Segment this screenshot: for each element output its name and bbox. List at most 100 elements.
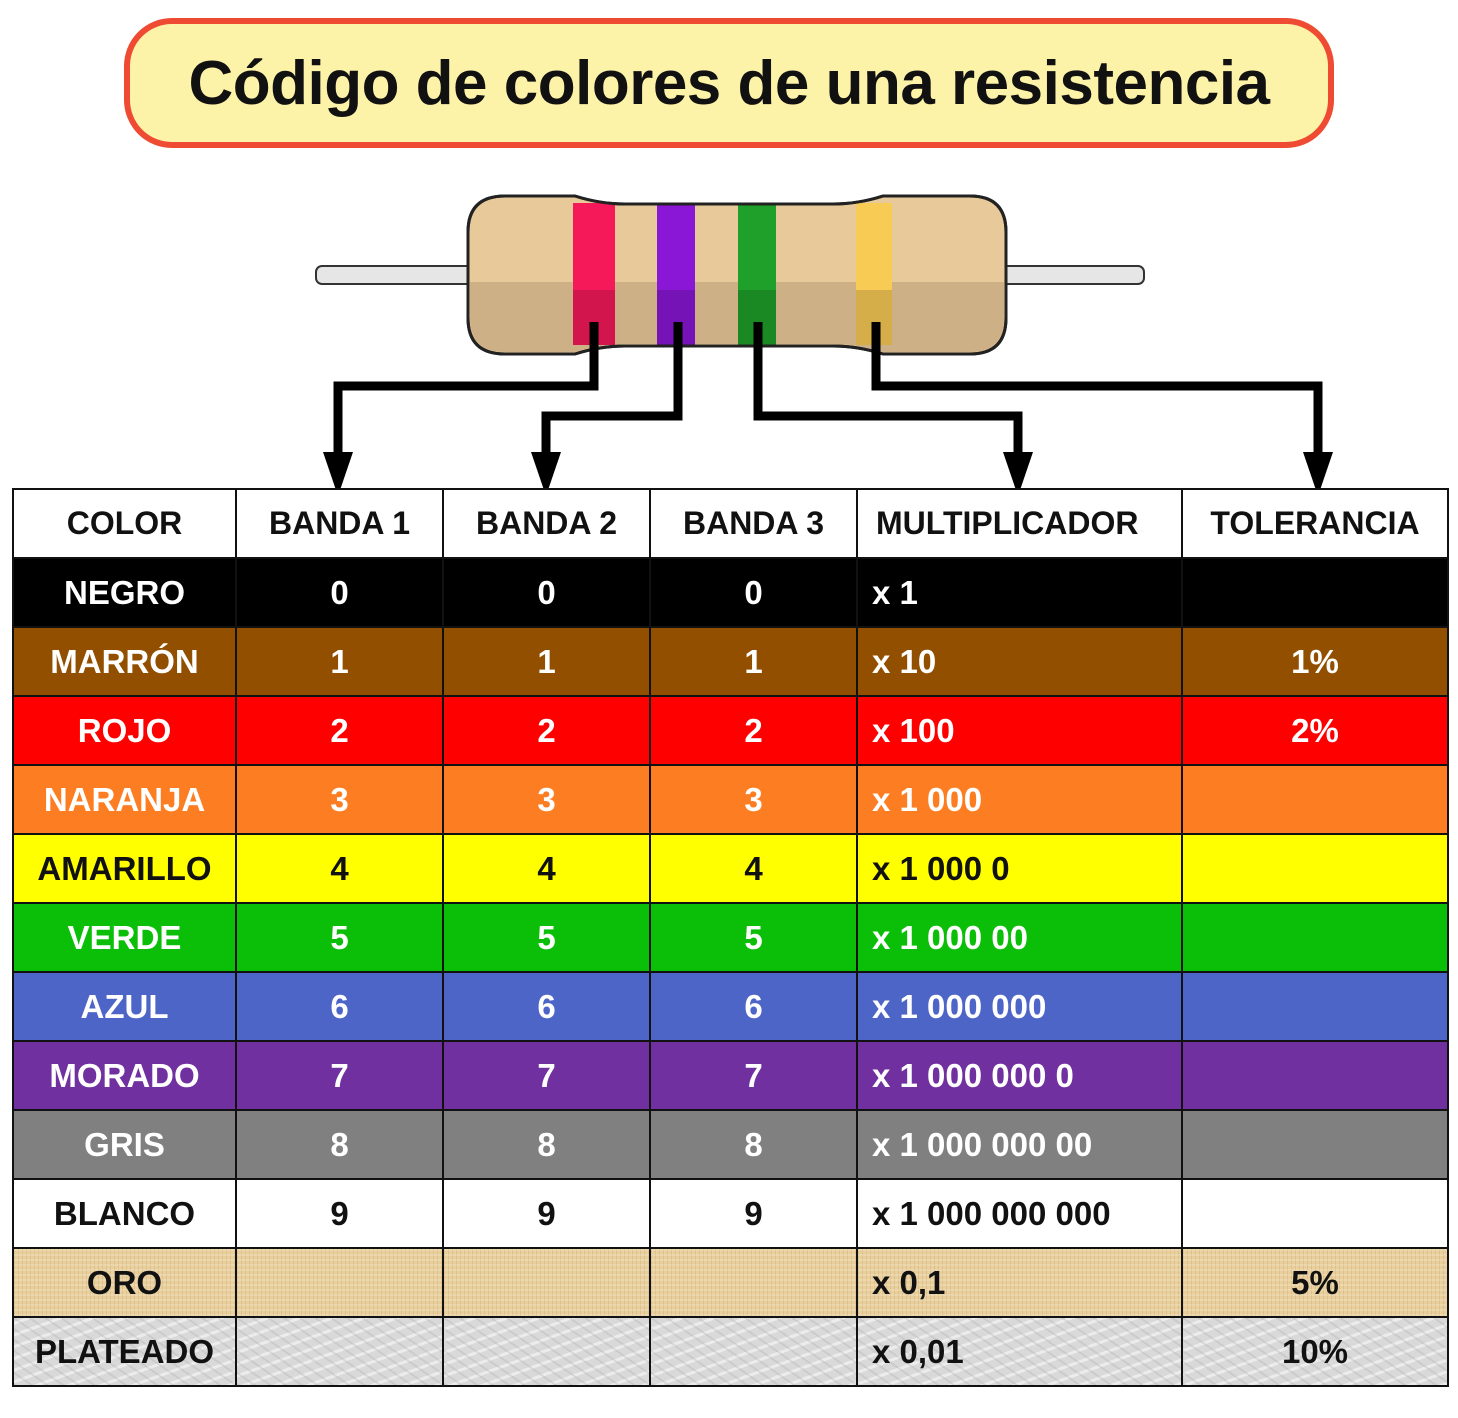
cell-banda-3: 2 xyxy=(649,695,858,766)
cell-color: VERDE xyxy=(12,902,237,973)
cell-banda-3: 1 xyxy=(649,626,858,697)
table-row: GRIS 8 8 8 x 1 000 000 00 xyxy=(12,1109,1449,1180)
cell-tolerancia xyxy=(1181,902,1449,973)
arrowhead-1 xyxy=(323,452,353,496)
resistor-band-1 xyxy=(573,203,615,345)
cell-banda-3: 3 xyxy=(649,764,858,835)
cell-tolerancia xyxy=(1181,1109,1449,1180)
cell-banda-3 xyxy=(649,1316,858,1387)
cell-banda-2: 7 xyxy=(442,1040,651,1111)
cell-banda-1: 9 xyxy=(235,1178,444,1249)
resistor-body-shadow xyxy=(470,282,1004,352)
cell-banda-2: 2 xyxy=(442,695,651,766)
color-code-table-wrapper: COLOR BANDA 1 BANDA 2 BANDA 3 MULTIPLICA… xyxy=(12,488,1449,1387)
title-banner: Código de colores de una resistencia xyxy=(124,18,1334,148)
cell-tolerancia: 2% xyxy=(1181,695,1449,766)
cell-tolerancia: 1% xyxy=(1181,626,1449,697)
resistor-band-4 xyxy=(856,203,892,345)
color-code-table: COLOR BANDA 1 BANDA 2 BANDA 3 MULTIPLICA… xyxy=(12,488,1449,1387)
table-row: PLATEADO x 0,01 10% xyxy=(12,1316,1449,1387)
resistor-lead-left xyxy=(315,265,477,285)
cell-tolerancia xyxy=(1181,1178,1449,1249)
cell-banda-1: 7 xyxy=(235,1040,444,1111)
cell-tolerancia: 5% xyxy=(1181,1247,1449,1318)
cell-banda-2: 4 xyxy=(442,833,651,904)
cell-multiplicador: x 1 000 000 000 xyxy=(856,1178,1183,1249)
arrowhead-4 xyxy=(1303,452,1333,496)
cell-color: MORADO xyxy=(12,1040,237,1111)
cell-multiplicador: x 1 000 0 xyxy=(856,833,1183,904)
cell-banda-2 xyxy=(442,1247,651,1318)
cell-banda-3: 9 xyxy=(649,1178,858,1249)
arrow-band-1 xyxy=(333,322,599,458)
cell-color: PLATEADO xyxy=(12,1316,237,1387)
cell-banda-1 xyxy=(235,1247,444,1318)
cell-banda-1 xyxy=(235,1316,444,1387)
table-row: ROJO 2 2 2 x 100 2% xyxy=(12,695,1449,766)
cell-tolerancia: 10% xyxy=(1181,1316,1449,1387)
arrow-band-4 xyxy=(871,322,1323,458)
cell-color: GRIS xyxy=(12,1109,237,1180)
cell-multiplicador: x 1 xyxy=(856,557,1183,628)
cell-color: ROJO xyxy=(12,695,237,766)
cell-banda-2: 6 xyxy=(442,971,651,1042)
cell-multiplicador: x 0,01 xyxy=(856,1316,1183,1387)
cell-multiplicador: x 1 000 000 00 xyxy=(856,1109,1183,1180)
table-row: BLANCO 9 9 9 x 1 000 000 000 xyxy=(12,1178,1449,1249)
arrow-band-2 xyxy=(541,322,683,458)
cell-banda-2: 8 xyxy=(442,1109,651,1180)
header-banda-2: BANDA 2 xyxy=(442,488,651,559)
table-row: AMARILLO 4 4 4 x 1 000 0 xyxy=(12,833,1449,904)
header-color: COLOR xyxy=(12,488,237,559)
table-row: MORADO 7 7 7 x 1 000 000 0 xyxy=(12,1040,1449,1111)
table-row: NEGRO 0 0 0 x 1 xyxy=(12,557,1449,628)
table-row: VERDE 5 5 5 x 1 000 00 xyxy=(12,902,1449,973)
resistor-diagram xyxy=(315,194,1333,496)
cell-color: ORO xyxy=(12,1247,237,1318)
cell-color: NARANJA xyxy=(12,764,237,835)
cell-banda-1: 3 xyxy=(235,764,444,835)
cell-color: MARRÓN xyxy=(12,626,237,697)
cell-color: NEGRO xyxy=(12,557,237,628)
header-tolerancia: TOLERANCIA xyxy=(1181,488,1449,559)
cell-banda-3: 0 xyxy=(649,557,858,628)
cell-multiplicador: x 1 000 000 xyxy=(856,971,1183,1042)
cell-banda-2: 1 xyxy=(442,626,651,697)
cell-banda-2: 9 xyxy=(442,1178,651,1249)
cell-tolerancia xyxy=(1181,764,1449,835)
cell-banda-2: 3 xyxy=(442,764,651,835)
header-banda-3: BANDA 3 xyxy=(649,488,858,559)
cell-tolerancia xyxy=(1181,1040,1449,1111)
cell-multiplicador: x 0,1 xyxy=(856,1247,1183,1318)
cell-banda-1: 6 xyxy=(235,971,444,1042)
cell-multiplicador: x 1 000 000 0 xyxy=(856,1040,1183,1111)
cell-tolerancia xyxy=(1181,557,1449,628)
arrowhead-2 xyxy=(531,452,561,496)
cell-multiplicador: x 1 000 xyxy=(856,764,1183,835)
table-body: NEGRO 0 0 0 x 1 MARRÓN 1 1 1 x 10 1% ROJO 2 2 2 x 100 2%… xyxy=(12,557,1449,1387)
resistor-band-3 xyxy=(738,205,776,345)
resistor-body-outline xyxy=(466,194,1008,356)
cell-color: BLANCO xyxy=(12,1178,237,1249)
resistor-lead-right xyxy=(997,265,1145,285)
cell-banda-1: 4 xyxy=(235,833,444,904)
cell-banda-1: 8 xyxy=(235,1109,444,1180)
cell-banda-3: 4 xyxy=(649,833,858,904)
cell-banda-3: 5 xyxy=(649,902,858,973)
header-banda-1: BANDA 1 xyxy=(235,488,444,559)
cell-banda-2: 0 xyxy=(442,557,651,628)
arrow-band-3 xyxy=(753,322,1023,458)
cell-banda-3: 6 xyxy=(649,971,858,1042)
table-row: AZUL 6 6 6 x 1 000 000 xyxy=(12,971,1449,1042)
table-row: MARRÓN 1 1 1 x 10 1% xyxy=(12,626,1449,697)
cell-banda-1: 2 xyxy=(235,695,444,766)
cell-multiplicador: x 10 xyxy=(856,626,1183,697)
arrowhead-3 xyxy=(1003,452,1033,496)
page-title: Código de colores de una resistencia xyxy=(188,48,1270,118)
cell-tolerancia xyxy=(1181,971,1449,1042)
cell-color: AZUL xyxy=(12,971,237,1042)
cell-banda-1: 0 xyxy=(235,557,444,628)
table-row: NARANJA 3 3 3 x 1 000 xyxy=(12,764,1449,835)
header-multiplicador: MULTIPLICADOR xyxy=(856,488,1183,559)
cell-color: AMARILLO xyxy=(12,833,237,904)
